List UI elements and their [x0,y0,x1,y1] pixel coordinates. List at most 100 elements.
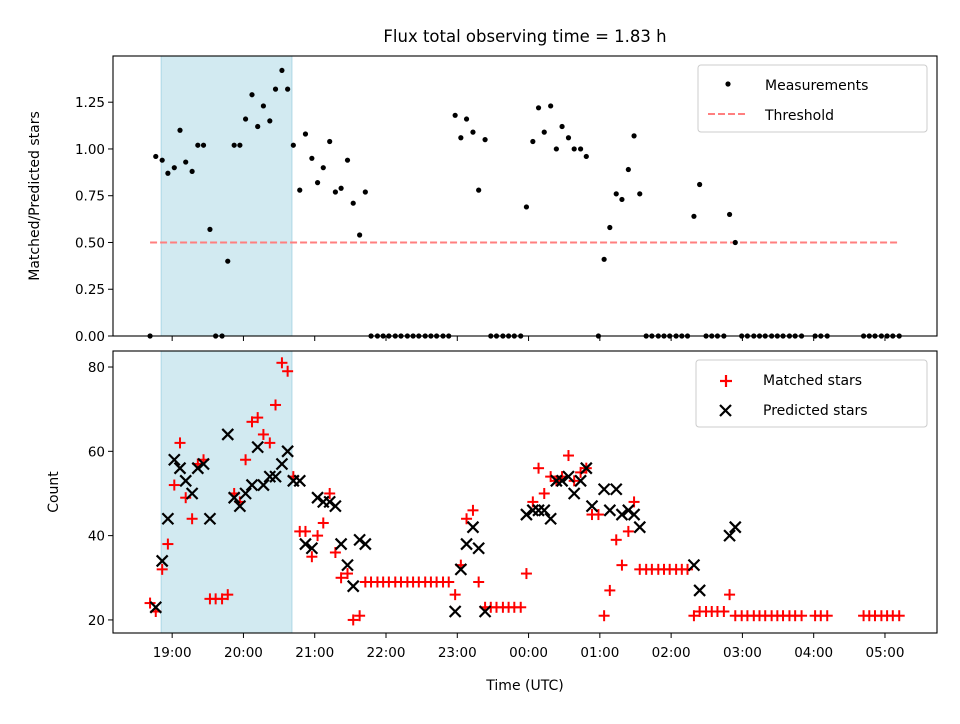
predicted-star-point [179,474,192,488]
matched-star-point [893,610,905,622]
measurement-point [159,157,165,163]
bottom-panel: 20 40 60 80 19:00 20:00 21:00 22:00 23:00 00:00 0… [46,350,938,694]
measurement-point [177,127,183,133]
matched-star-point [598,610,610,622]
predicted-star-point [233,499,247,513]
predicted-star-point [567,487,581,500]
measurement-point [637,191,643,197]
predicted-star-point [346,579,360,593]
predicted-star-point [615,508,629,521]
matched-star-point [796,610,808,622]
measurement-point [302,131,309,137]
measurement-point [452,112,458,118]
matched-star-point [688,610,700,622]
bottom-legend: Matched stars Predicted stars [695,359,928,428]
matched-star-point [592,509,604,521]
measurement-point [583,153,589,160]
matched-star-point [622,525,634,537]
predicted-star-point [239,487,252,500]
measurement-point [279,67,285,74]
matched-star-point [168,479,180,491]
measurement-point [470,129,476,135]
predicted-star-point [257,478,270,492]
matched-star-point [515,601,527,613]
x-tick-label: 03:00 [723,645,762,661]
matched-star-point [162,538,174,550]
predicted-star-point [466,520,480,534]
measurement-point [625,166,631,173]
bottom-shaded-span-layer [160,350,293,634]
chart-title: Flux total observing time = 1.83 h [383,27,666,46]
measurement-point [732,239,738,246]
measurement-point [165,170,171,176]
measurement-point [565,135,572,141]
measurement-point [231,142,237,148]
predicted-star-point [281,445,294,458]
matched-star-point [461,513,473,525]
x-tick-label: 20:00 [224,645,263,661]
legend-threshold-label: Threshold [764,108,834,124]
legend-matched-marker [720,375,732,387]
predicted-star-point [574,474,587,488]
predicted-star-point [155,554,169,568]
matched-star-point [538,487,550,499]
y-tick-label: 60 [88,444,105,460]
predicted-star-point [728,520,742,534]
predicted-star-point [299,537,312,551]
legend-predicted-label: Predicted stars [763,403,868,419]
predicted-star-point [359,537,372,551]
predicted-star-point [544,512,557,526]
x-tick-label: 02:00 [652,645,691,661]
measurement-point [577,146,584,152]
y-tick-label: 0.25 [75,282,105,298]
measurement-point [601,256,607,262]
predicted-star-point [161,512,175,526]
matched-star-point [443,576,455,588]
measurement-point [362,189,368,195]
measurement-point [691,213,697,219]
measurement-point [482,137,488,143]
predicted-star-point [185,487,199,500]
legend-measurements-label: Measurements [765,78,868,94]
measurement-point [619,196,625,203]
predicted-star-point [580,461,593,475]
matched-star-point [174,437,186,449]
measurement-point [327,138,333,145]
observing-span [160,55,293,337]
y-tick-label: 80 [88,360,105,376]
measurement-point [314,180,321,186]
measurement-point [297,187,303,193]
bottom-legend-box [695,359,928,428]
measurement-point [607,224,613,231]
predicted-star-point [227,491,241,504]
y-tick-label: 0.00 [75,329,105,345]
matched-star-point [246,416,258,428]
matched-star-point [240,454,252,466]
predicted-star-point [173,461,187,475]
y-tick-label: 40 [88,529,105,545]
predicted-star-point [203,512,217,526]
predicted-star-point [723,529,736,542]
predicted-star-point [305,541,319,555]
measurement-point [541,129,547,135]
matched-star-point [610,534,622,546]
measurement-point [726,211,733,218]
predicted-star-point [555,474,569,488]
matched-star-point [473,576,485,588]
measurement-point [631,133,637,139]
matched-star-point [257,428,269,440]
matched-star-point [264,437,276,449]
measurement-point [530,138,536,145]
measurement-point [571,146,577,152]
predicted-star-point [269,470,282,483]
predicted-star-point [550,474,563,488]
measurement-point [553,146,559,152]
matched-star-point [449,589,461,601]
measurement-point [153,153,159,160]
x-axis-label: Time (UTC) [485,678,563,694]
predicted-star-point [562,470,575,483]
x-tick-label: 22:00 [367,645,406,661]
matched-star-point [186,513,198,525]
measurement-point [458,135,464,141]
